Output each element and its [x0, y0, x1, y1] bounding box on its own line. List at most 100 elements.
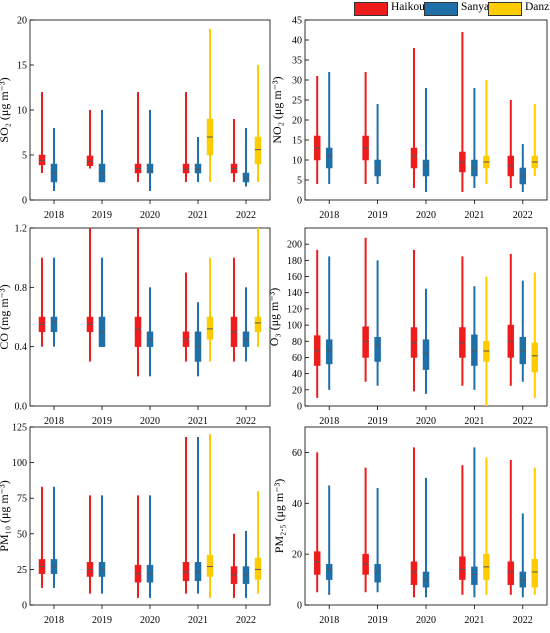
- y-tick-label: 20: [292, 385, 302, 396]
- legend: Haikou Sanya Danzhou: [340, 0, 550, 18]
- x-tick-label: 2018: [44, 416, 64, 427]
- box-danzhou-2022: [531, 558, 539, 588]
- y-tick-label: 5: [297, 176, 302, 187]
- y-tick-label: 60: [292, 353, 302, 364]
- x-tick-label: 2020: [416, 210, 436, 221]
- y-tick-label: 0.8: [15, 283, 28, 294]
- y-tick-label: 100: [287, 321, 302, 332]
- y-tick-label: 180: [287, 256, 302, 267]
- x-tick-label: 2020: [140, 210, 160, 221]
- box-sanya-2018: [325, 339, 333, 365]
- x-tick-label: 2018: [319, 615, 339, 626]
- y-tick-label: 40: [292, 499, 302, 510]
- y-tick-label: 15: [17, 61, 27, 72]
- box-sanya-2018: [50, 316, 58, 333]
- y-tick-label: 20: [292, 550, 302, 561]
- panel-5: 0 25 50 75 100 125 PM₁₀ (μg m⁻³) 2018 2019 2020 20…: [0, 423, 271, 626]
- y-tick-label: 125: [12, 423, 27, 434]
- x-tick-label: 2021: [464, 615, 484, 626]
- y-tick-label: 120: [287, 304, 302, 315]
- y-tick-label: 25: [17, 565, 27, 576]
- x-tick-label: 2022: [513, 615, 533, 626]
- y-axis-label: NO₂ (μg m⁻³): [270, 76, 284, 143]
- y-tick-label: 0: [297, 402, 302, 413]
- y-tick-label: 0: [297, 601, 302, 612]
- y-axis-label: SO₂ (μg m⁻³): [0, 77, 11, 142]
- box-sanya-2019: [374, 336, 381, 362]
- legend-label-sanya: Sanya: [461, 1, 490, 13]
- box-haikou-2019: [362, 326, 369, 358]
- box-sanya-2019: [374, 564, 381, 583]
- y-tick-label: 0: [22, 196, 27, 207]
- x-tick-label: 2022: [513, 210, 533, 221]
- box-sanya-2020: [422, 159, 430, 177]
- y-tick-label: 100: [12, 458, 27, 469]
- y-tick-label: 10: [292, 156, 302, 167]
- y-tick-label: 45: [292, 16, 302, 27]
- x-tick-label: 2020: [140, 416, 160, 427]
- x-tick-label: 2019: [368, 416, 388, 427]
- y-tick-label: 160: [287, 272, 302, 283]
- y-tick-label: 30: [292, 76, 302, 87]
- legend-swatch-haikou: [354, 2, 388, 16]
- box-danzhou-2022: [531, 342, 539, 373]
- box-sanya-2020: [146, 163, 154, 174]
- y-tick-label: 80: [292, 337, 302, 348]
- y-tick-label: 50: [17, 529, 27, 540]
- x-tick-label: 2021: [188, 615, 208, 626]
- y-tick-label: 35: [292, 56, 302, 67]
- x-tick-label: 2021: [464, 416, 484, 427]
- panel-1: 0 5 10 15 20 SO₂ (μg m⁻³) 2018 2019 2020 2021 2022: [0, 16, 271, 221]
- y-tick-label: 40: [292, 36, 302, 47]
- x-tick-label: 2020: [140, 615, 160, 626]
- y-tick-label: 0.0: [15, 402, 28, 413]
- y-tick-label: 5: [22, 151, 27, 162]
- y-tick-label: 25: [292, 96, 302, 107]
- y-tick-label: 60: [292, 448, 302, 459]
- x-tick-label: 2018: [44, 615, 64, 626]
- box-sanya-2021: [194, 163, 202, 174]
- x-tick-label: 2019: [368, 210, 388, 221]
- x-tick-label: 2022: [513, 416, 533, 427]
- box-sanya-2021: [194, 562, 202, 582]
- legend-label-danzhou: Danzhou: [525, 1, 550, 13]
- box-sanya-2021: [471, 566, 478, 585]
- x-tick-label: 2018: [319, 416, 339, 427]
- box-danzhou-2022: [254, 557, 262, 580]
- box-danzhou-2022: [254, 136, 262, 165]
- y-axis-label: CO (mg m⁻³): [0, 284, 11, 349]
- x-tick-label: 2022: [236, 210, 256, 221]
- x-tick-label: 2020: [416, 615, 436, 626]
- box-haikou-2018: [313, 551, 321, 575]
- x-tick-label: 2018: [44, 210, 64, 221]
- x-tick-label: 2021: [464, 210, 484, 221]
- box-sanya-2021: [471, 334, 478, 366]
- panel-3: 0.0 0.4 0.8 1.2 CO (mg m⁻³) 2018 2019 2020 2021 2…: [0, 224, 271, 427]
- box-haikou-2021: [182, 163, 190, 174]
- y-tick-label: 200: [287, 240, 302, 251]
- y-tick-label: 20: [292, 116, 302, 127]
- y-tick-label: 75: [17, 494, 27, 505]
- legend-swatch-danzhou: [488, 2, 522, 16]
- y-axis-label: PM₂.₅ (μg m⁻³): [272, 479, 286, 553]
- x-tick-label: 2019: [92, 615, 112, 626]
- box-sanya-2018: [325, 564, 333, 580]
- y-axis-label: O₃ (μg m⁻³): [267, 288, 281, 347]
- y-tick-label: 40: [292, 369, 302, 380]
- y-tick-label: 1.2: [15, 224, 28, 235]
- box-danzhou-2021: [206, 554, 214, 577]
- legend-swatch-sanya: [424, 2, 458, 16]
- panel-2: 0 5 10 15 20 25 30 35 40 45 NO₂ (μg m⁻³) 2018 2019 20…: [270, 16, 548, 221]
- y-tick-label: 0.4: [15, 342, 28, 353]
- x-tick-label: 2022: [236, 416, 256, 427]
- legend-label-haikou: Haikou: [391, 1, 425, 13]
- box-haikou-2020: [410, 561, 418, 585]
- box-haikou-2020: [134, 316, 142, 347]
- x-tick-label: 2022: [236, 615, 256, 626]
- x-tick-label: 2021: [188, 416, 208, 427]
- x-tick-label: 2019: [368, 615, 388, 626]
- x-tick-label: 2021: [188, 210, 208, 221]
- y-tick-label: 140: [287, 288, 302, 299]
- x-tick-label: 2020: [416, 416, 436, 427]
